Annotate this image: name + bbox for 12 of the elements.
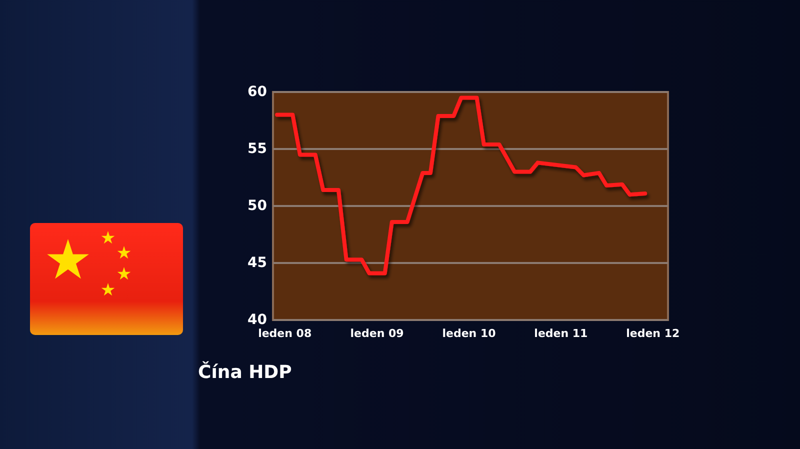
y-tick-label: 55 — [248, 141, 267, 157]
x-tick-label: leden 11 — [534, 327, 588, 340]
y-tick-label: 50 — [248, 198, 268, 214]
line-series — [275, 96, 648, 276]
x-tick-label: leden 09 — [350, 327, 404, 340]
text: Čína HDP — [198, 362, 292, 383]
x-tick-label: leden 10 — [442, 327, 496, 340]
y-tick-label: 40 — [248, 312, 268, 328]
x-tick-label: leden 08 — [258, 327, 312, 340]
y-tick-label: 45 — [248, 255, 267, 271]
y-tick-label: 60 — [248, 84, 268, 100]
x-tick-label: leden 12 — [626, 327, 680, 340]
